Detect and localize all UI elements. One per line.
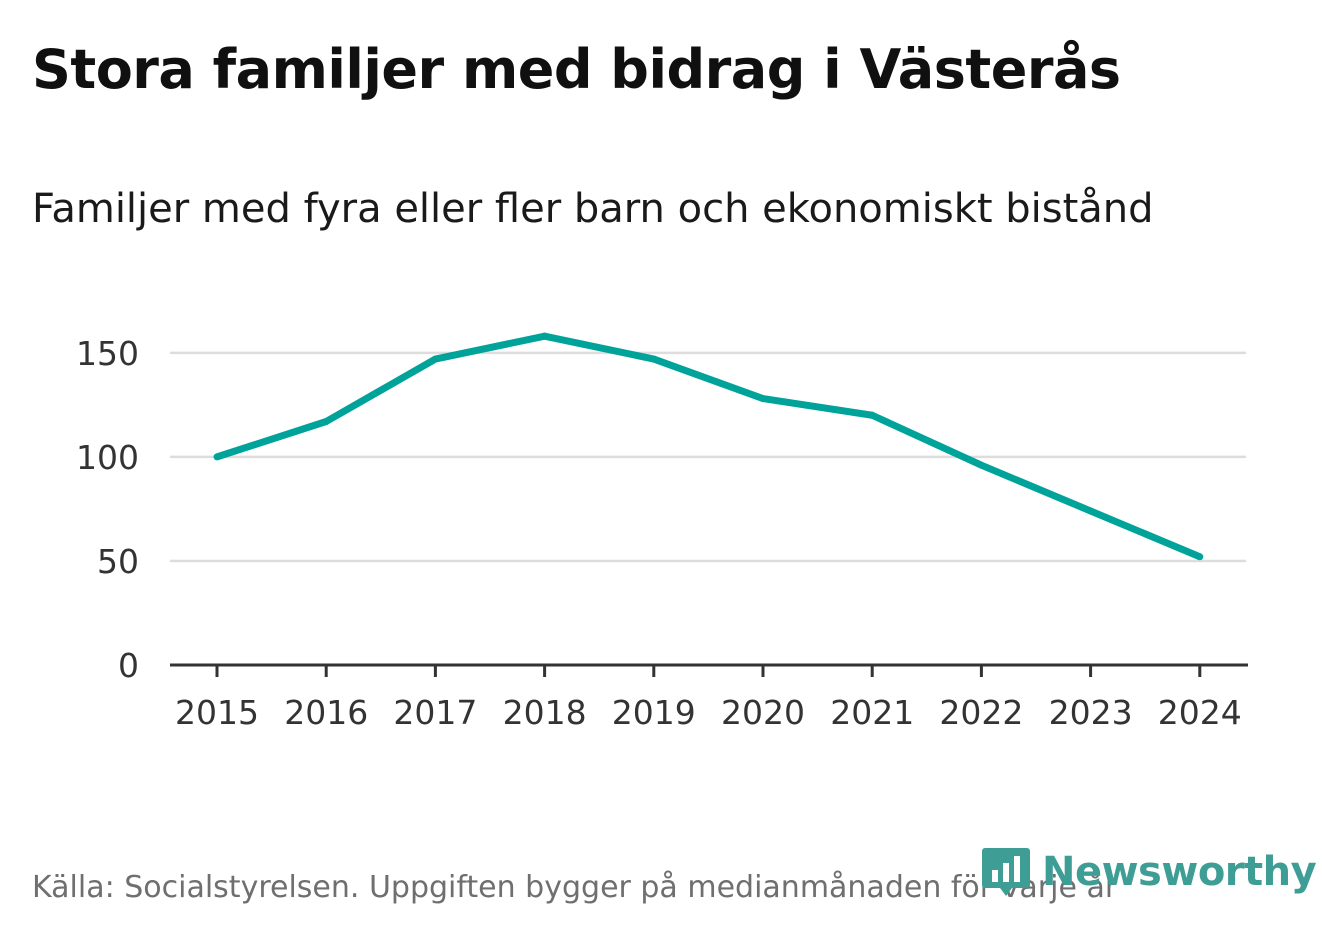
- data-point-2017[interactable]: [431, 355, 439, 363]
- x-tick-label-2019: 2019: [612, 693, 696, 732]
- series-line-0: [215, 332, 1202, 561]
- x-tick-label-2018: 2018: [503, 693, 587, 732]
- x-tick-label-2024: 2024: [1158, 693, 1242, 732]
- data-point-2015[interactable]: [213, 453, 221, 461]
- source-note: Källa: Socialstyrelsen. Uppgiften bygger…: [32, 870, 1118, 905]
- data-point-2023[interactable]: [1087, 507, 1095, 515]
- grid-lines: [170, 351, 1246, 563]
- brand-logo[interactable]: Newsworthy: [982, 848, 1317, 896]
- y-tick-label-150: 150: [76, 334, 139, 373]
- y-tick-label-0: 0: [118, 646, 139, 685]
- x-tick-label-2016: 2016: [284, 693, 368, 732]
- data-point-2020[interactable]: [759, 395, 767, 403]
- brand-name[interactable]: Newsworthy: [1042, 849, 1317, 895]
- y-tick-label-50: 50: [97, 542, 139, 581]
- data-point-2016[interactable]: [322, 417, 330, 425]
- data-point-2024[interactable]: [1196, 553, 1204, 561]
- x-tick-label-2022: 2022: [939, 693, 1023, 732]
- chart-subtitle: Familjer med fyra eller fler barn och ek…: [32, 186, 1154, 232]
- x-tick-label-2023: 2023: [1049, 693, 1133, 732]
- x-tick-label-2015: 2015: [175, 693, 259, 732]
- series: [213, 332, 1204, 561]
- axes: [170, 663, 1248, 677]
- tick-labels: 0 50 100 150 2015 2016 2017 2018 2019 2020 2021 202…: [76, 334, 1242, 732]
- data-point-2018[interactable]: [541, 332, 549, 340]
- newsworthy-logo-icon: [982, 848, 1030, 896]
- data-point-2022[interactable]: [977, 461, 985, 469]
- x-tick-label-2020: 2020: [721, 693, 805, 732]
- data-point-2019[interactable]: [650, 355, 658, 363]
- data-point-2021[interactable]: [868, 411, 876, 419]
- chart-title: Stora familjer med bidrag i Västerås: [32, 38, 1121, 101]
- y-tick-label-100: 100: [76, 438, 139, 477]
- x-tick-label-2021: 2021: [830, 693, 914, 732]
- x-tick-label-2017: 2017: [393, 693, 477, 732]
